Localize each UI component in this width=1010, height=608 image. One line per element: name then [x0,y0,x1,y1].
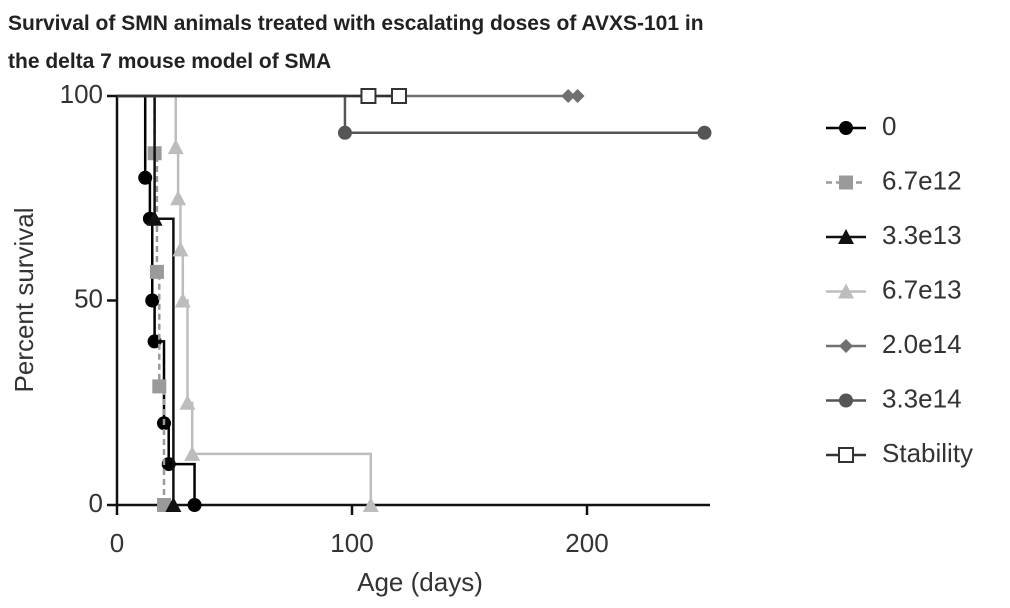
legend-label: 6.7e12 [882,165,962,195]
legend-label: 6.7e13 [882,274,962,304]
y-axis-label: Percent survival [9,208,39,393]
chart-title: Survival of SMN animals treated with esc… [8,12,704,35]
marker [391,88,407,104]
marker [187,498,202,512]
marker [179,394,196,410]
marker [561,89,576,103]
y-tick-label: 50 [74,283,103,313]
marker [152,379,167,394]
marker [146,210,163,226]
marker [145,293,160,308]
marker [570,89,585,103]
marker [138,170,153,185]
legend-marker [838,283,854,299]
x-tick-label: 0 [110,528,124,558]
x-tick-label: 200 [565,528,608,558]
marker [360,88,377,104]
marker [167,139,184,155]
legend-marker [838,447,854,463]
legend-label: 2.0e14 [882,329,962,359]
marker [170,190,187,206]
legend-label: Stability [882,438,973,468]
marker [362,497,379,512]
chart-title: the delta 7 mouse model of SMA [8,50,331,73]
legend-label: 3.3e14 [882,383,962,413]
y-tick-label: 100 [60,79,103,109]
marker [149,264,164,279]
x-tick-label: 100 [330,528,373,558]
marker [337,125,352,140]
marker [165,497,182,512]
legend-label: 3.3e13 [882,220,962,250]
marker [184,445,201,461]
x-axis-label: Age (days) [357,567,483,597]
marker [174,292,191,308]
legend-marker [839,175,853,190]
survival-line [117,94,705,135]
marker [697,125,712,140]
legend-marker [838,229,854,244]
legend-marker [839,393,853,408]
legend-marker [839,339,853,353]
y-tick-label: 0 [89,488,103,518]
legend-label: 0 [882,111,896,141]
legend-marker [839,121,853,135]
marker [172,241,189,257]
